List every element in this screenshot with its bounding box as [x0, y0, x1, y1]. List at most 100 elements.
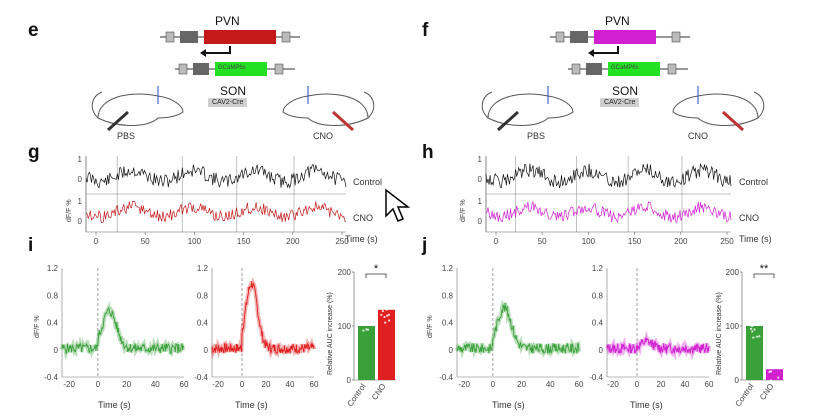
- psth-xtick-label: -20: [607, 380, 619, 389]
- bar-ytick-label: 200: [338, 268, 352, 277]
- bar-datapoint: [750, 321, 753, 324]
- significance-bracket: [365, 273, 387, 278]
- bar-datapoint: [749, 313, 752, 317]
- psth-ytick-label: 0.4: [197, 319, 209, 328]
- psth-xtick-label: 20: [122, 380, 131, 389]
- mouse-left-f: [481, 86, 574, 132]
- bar-control: [746, 326, 763, 380]
- trace-ytick-label: 0: [78, 175, 83, 184]
- psth-mean-line: [456, 302, 580, 355]
- pbs-label-f: PBS: [527, 131, 546, 141]
- psth-xtick-label: 60: [180, 380, 189, 389]
- trace-xlabel-h: Time (s): [739, 234, 772, 244]
- significance-marker: *: [374, 263, 379, 275]
- bar-datapoint: [387, 313, 391, 316]
- bar-category-label: Control: [345, 382, 367, 408]
- bar-category-label: CNO: [370, 382, 388, 402]
- trace-cno-label-h: CNO: [739, 213, 759, 223]
- bar-datapoint: [384, 321, 387, 324]
- psth-xtick-label: 0: [240, 380, 245, 389]
- psth-xtick-label: -20: [212, 380, 224, 389]
- panel-letter-e: e: [28, 20, 39, 41]
- mouse-right-e: [282, 86, 375, 132]
- psth-ylabel-i: dF/F %: [34, 315, 41, 338]
- psth-ytick-label: -0.4: [44, 373, 58, 382]
- bar-datapoint: [385, 308, 388, 311]
- construct-son-text-f: GCaMP6s: [611, 65, 639, 71]
- cno-label-f: CNO: [688, 131, 708, 141]
- bar-datapoint: [383, 315, 386, 319]
- bar-datapoint: [387, 319, 391, 322]
- bar-datapoint: [361, 315, 364, 318]
- psth-xtick-label: 20: [262, 380, 271, 389]
- psth-mean-line: [211, 281, 315, 355]
- psth-mean-line: [61, 306, 185, 355]
- bar-datapoint: [774, 362, 777, 365]
- bar-datapoint: [383, 300, 386, 303]
- psth-xtick-label: 0: [635, 380, 640, 389]
- bar-datapoint: [753, 328, 756, 331]
- panel-letter-i: i: [28, 235, 34, 256]
- cre-tag-e: CAV2-Cre: [208, 98, 248, 107]
- trace-ytick-label: 1: [78, 155, 83, 164]
- trace-xtick-label: 150: [628, 237, 642, 246]
- trace-ytick-label: 0: [478, 217, 483, 226]
- bar-datapoint: [380, 313, 383, 316]
- psth-xtick-label: 40: [681, 380, 690, 389]
- trace-xtick-label: 50: [538, 237, 547, 246]
- cno-label-e: CNO: [313, 131, 333, 141]
- control-trace-line: [85, 164, 347, 189]
- trace-cno-label-g: CNO: [353, 213, 373, 223]
- psth-xlabel-j2: Time (s): [630, 400, 663, 410]
- psth-ylabel-j: dF/F %: [427, 315, 434, 338]
- psth-xtick-label: 40: [546, 380, 555, 389]
- bar-datapoint: [749, 327, 753, 330]
- bar-datapoint: [750, 324, 754, 328]
- psth-xtick-label: 20: [657, 380, 666, 389]
- psth-xlabel-j1: Time (s): [492, 400, 525, 410]
- bar-ytick-label: 100: [726, 322, 740, 331]
- bar-ytick-label: 0: [735, 376, 740, 385]
- psth-xtick-label: -20: [458, 380, 470, 389]
- trace-xtick-label: 250: [335, 237, 349, 246]
- cno-trace-line: [485, 201, 732, 224]
- psth-mean-line: [606, 336, 710, 355]
- trace-xtick-label: 250: [720, 237, 734, 246]
- bar-datapoint: [769, 379, 773, 382]
- trace-chart-h: 0 50 100 150 200 250 1 0 1 0: [478, 155, 735, 246]
- significance-marker: **: [760, 263, 769, 275]
- panel-letter-j: j: [422, 235, 428, 256]
- psth-ytick-label: 0.8: [592, 291, 604, 300]
- trace-xtick-label: 200: [674, 237, 688, 246]
- trace-ylabel-g: dF/F %: [66, 199, 73, 222]
- pvn-label-e: PVN: [215, 14, 240, 28]
- psth-ytick-label: 0.8: [197, 291, 209, 300]
- bar-ylabel-j: Relative AUC increase (%): [716, 292, 723, 375]
- psth-ytick-label: 0: [204, 346, 209, 355]
- construct-son-text-e: GCaMP6s: [218, 65, 246, 71]
- psth-ytick-label: 1.2: [592, 264, 604, 273]
- bar-datapoint: [362, 320, 365, 323]
- cre-tag-f: CAV2-Cre: [600, 98, 640, 107]
- psth-xtick-label: 0: [96, 380, 101, 389]
- bar-datapoint: [755, 335, 759, 338]
- bar-datapoint: [364, 312, 367, 315]
- psth-ytick-label: 0.4: [442, 319, 454, 328]
- psth-ytick-label: 1.2: [47, 264, 59, 273]
- trace-ytick-label: 1: [478, 155, 483, 164]
- bar-datapoint: [362, 329, 365, 332]
- bar-datapoint: [386, 299, 389, 302]
- bar-datapoint: [381, 309, 384, 313]
- psth-xtick-label: 60: [575, 380, 584, 389]
- pbs-label-e: PBS: [117, 131, 136, 141]
- bar-category-label: Control: [733, 382, 755, 408]
- psth-sem-band: [455, 299, 581, 360]
- trace-ytick-label: 1: [78, 197, 83, 206]
- trace-xtick-label: 50: [141, 237, 150, 246]
- psth-ytick-label: 0.4: [592, 319, 604, 328]
- bar-ytick-label: 100: [338, 322, 352, 331]
- trace-ylabel-h: dF/F %: [460, 199, 467, 222]
- son-label-f: SON: [612, 84, 639, 98]
- psth-ytick-label: 1.2: [197, 264, 209, 273]
